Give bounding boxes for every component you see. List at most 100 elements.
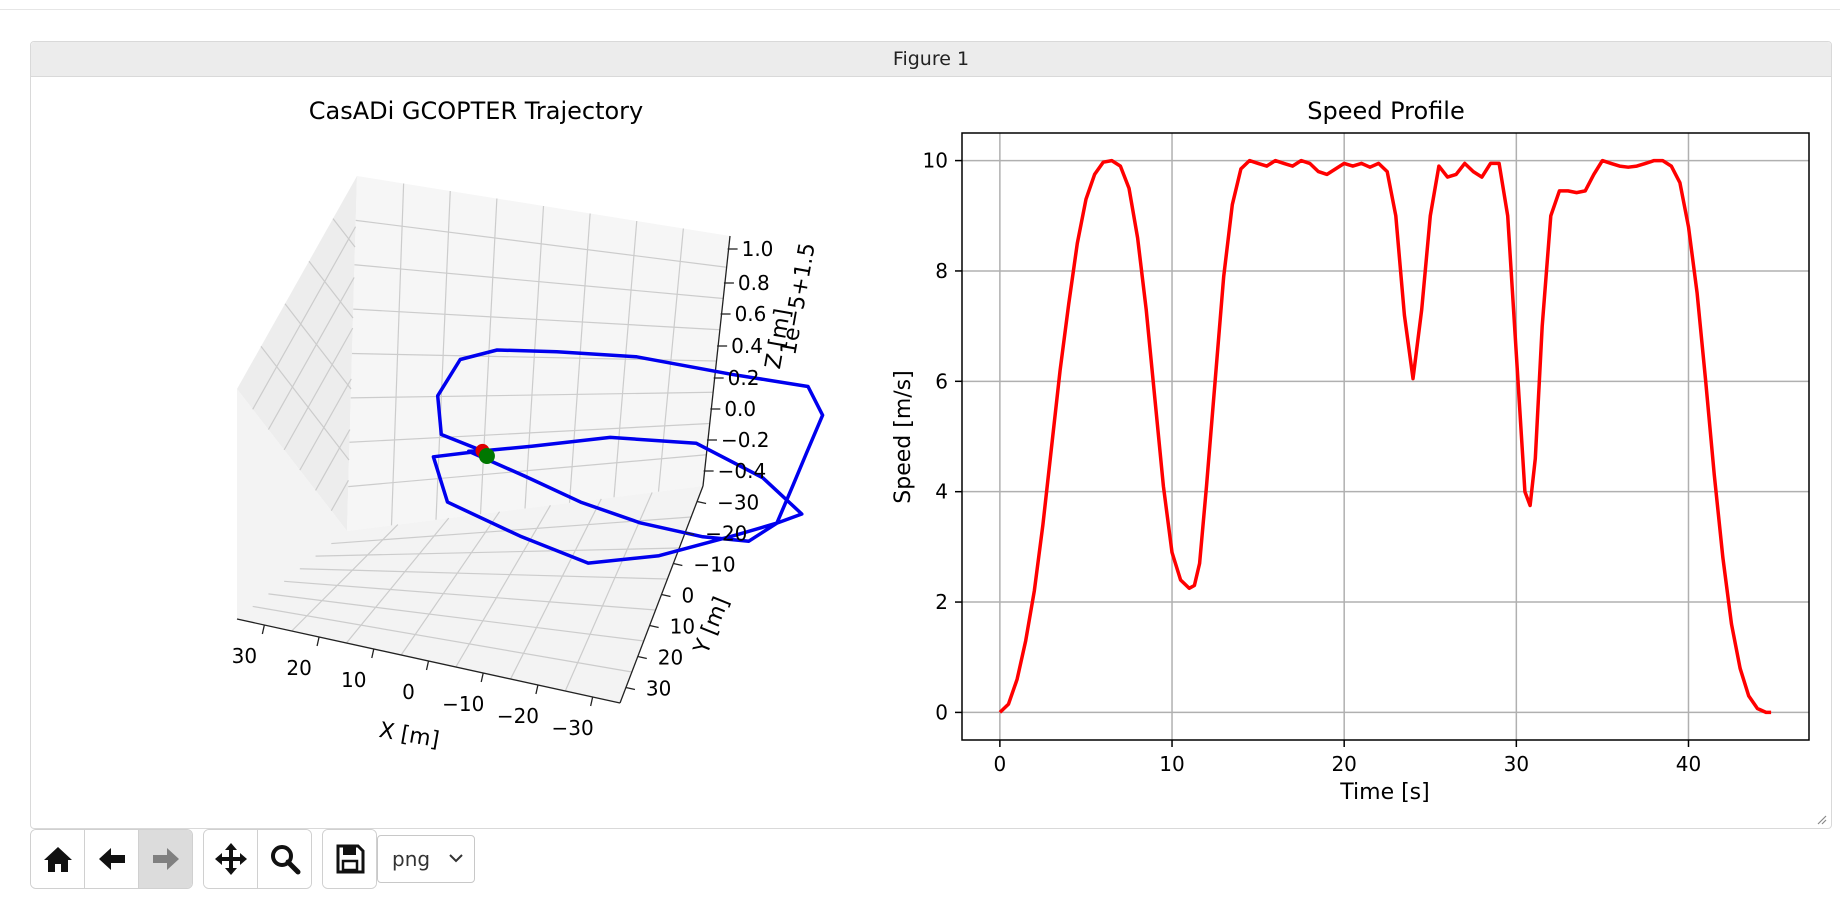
x-tick-label: 40 — [1676, 752, 1701, 776]
top-rule — [0, 9, 1840, 10]
y-tick-label: 2 — [935, 590, 948, 614]
chart-3d-title: CasADi GCOPTER Trajectory — [309, 97, 644, 125]
x-tick-label: −30 — [552, 716, 594, 740]
x-ticks-3d: 30 20 10 0 −10 −20 −30 — [232, 624, 594, 740]
y-tick-label: 20 — [658, 646, 683, 670]
grid-line — [332, 218, 356, 248]
z-tick-label: 1.0 — [742, 237, 774, 261]
zoom-button[interactable] — [258, 830, 311, 888]
y-tick-label: 0 — [682, 584, 695, 608]
y-tick-mark — [673, 562, 683, 567]
y-tick-label: 10 — [670, 615, 695, 639]
x-tick-label: 10 — [1159, 752, 1184, 776]
z-tick-label: 0.0 — [724, 397, 756, 421]
y-tick-mark — [696, 500, 707, 505]
plot-frame — [961, 132, 1810, 741]
y-axis-label-3d: Y [m] — [689, 594, 735, 659]
home-icon — [43, 847, 72, 872]
figure-title: Figure 1 — [31, 42, 1831, 77]
x-tick-mark — [316, 636, 320, 647]
y-tick-label: 8 — [935, 259, 948, 283]
z-tick-label: 0.4 — [731, 334, 763, 358]
grid-line — [299, 568, 668, 580]
save-icon — [336, 844, 364, 874]
grid-line — [252, 605, 632, 673]
speed-series-line — [998, 158, 1772, 715]
pan-button[interactable] — [204, 830, 258, 888]
x-tick-label: −20 — [497, 704, 539, 728]
x-axis-label-3d: X [m] — [377, 718, 441, 753]
z-axis-line — [702, 235, 731, 487]
forward-arrow-icon — [152, 848, 179, 870]
y-ticks-2d: 0 2 4 6 8 10 — [923, 149, 962, 724]
y-tick-label: −10 — [693, 553, 735, 577]
grid-line — [267, 277, 355, 430]
y-axis-label: Speed [m/s] — [891, 370, 916, 503]
x-tick-mark — [425, 660, 430, 671]
z-tick-label: −0.4 — [718, 459, 767, 483]
y-tick-label: 6 — [935, 369, 948, 393]
grid-line — [291, 524, 399, 632]
grid-line — [260, 346, 350, 461]
y-tick-label: 0 — [935, 700, 948, 724]
grid-3d — [252, 183, 727, 692]
x-tick-label: 10 — [341, 668, 366, 692]
tool-group — [203, 829, 312, 889]
y-tick-label: −20 — [705, 522, 747, 546]
goal-point — [478, 448, 495, 465]
grid-line — [400, 511, 501, 656]
grid-line — [315, 547, 680, 557]
grid-line — [564, 492, 653, 692]
x-tick-label: 30 — [232, 644, 257, 668]
y-tick-mark — [625, 686, 636, 691]
back-arrow-icon — [98, 848, 125, 870]
grid-line — [349, 422, 710, 443]
z-ticks-3d: 1.0 0.8 0.6 0.4 0.2 0.0 −0.2 −0.4 — [703, 237, 774, 483]
z-tick-label: 0.2 — [728, 366, 760, 390]
y-tick-label: 10 — [923, 149, 948, 173]
chart-3d: CasADi GCOPTER Trajectory 30 20 10 0 −10 −20−… — [232, 97, 825, 753]
resize-grip-icon[interactable] — [1815, 813, 1827, 825]
back-button[interactable] — [85, 830, 139, 888]
x-tick-mark — [590, 696, 594, 707]
x-tick-mark — [535, 684, 539, 695]
grid-line — [308, 260, 354, 319]
grid-line — [455, 504, 551, 668]
forward-button[interactable] — [139, 830, 192, 888]
home-button[interactable] — [31, 830, 85, 888]
z-tick-label: 0.8 — [738, 271, 770, 295]
z-tick-label: −0.2 — [721, 428, 770, 452]
grid-line — [350, 391, 714, 399]
save-button[interactable] — [323, 830, 376, 888]
y-tick-label: 4 — [935, 480, 948, 504]
back-pane — [347, 176, 730, 531]
navigation-toolbar: png — [30, 829, 475, 889]
grid-line — [268, 593, 644, 642]
chart-speed: Speed Profile 0 10 20 30 40 0 2 4 6 8 10 Time [s]… — [891, 97, 1810, 805]
figure-canvas[interactable]: CasADi GCOPTER Trajectory 30 20 10 0 −10 −20−… — [0, 0, 1840, 828]
grid-line — [613, 220, 638, 498]
pan-icon — [214, 843, 247, 875]
grid-line — [348, 454, 707, 488]
x-axis-label: Time [s] — [1339, 780, 1429, 805]
y-tick-mark — [637, 655, 647, 660]
x-tick-label: 0 — [402, 680, 415, 704]
x-tick-label: 0 — [994, 752, 1007, 776]
grid-line — [284, 303, 352, 390]
save-group — [322, 829, 377, 889]
y-tick-label: −30 — [717, 491, 759, 515]
floor-pane — [237, 389, 703, 703]
grid-line — [345, 517, 450, 644]
x-tick-mark — [480, 672, 484, 683]
x-tick-label: −10 — [442, 692, 484, 716]
y-tick-label: 30 — [646, 677, 671, 701]
grid-line — [510, 498, 602, 680]
grid-line — [284, 580, 656, 611]
grid-line — [315, 429, 351, 491]
x-tick-mark — [371, 648, 375, 659]
format-select[interactable]: png — [377, 835, 475, 883]
y-tick-mark — [661, 593, 671, 598]
grid-2d — [962, 133, 1809, 740]
chevron-down-icon — [449, 854, 463, 863]
x-tick-label: 30 — [1504, 752, 1529, 776]
